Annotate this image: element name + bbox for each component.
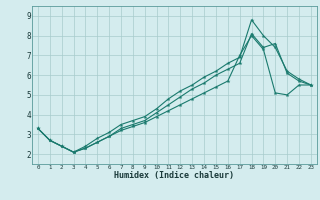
X-axis label: Humidex (Indice chaleur): Humidex (Indice chaleur): [115, 171, 234, 180]
